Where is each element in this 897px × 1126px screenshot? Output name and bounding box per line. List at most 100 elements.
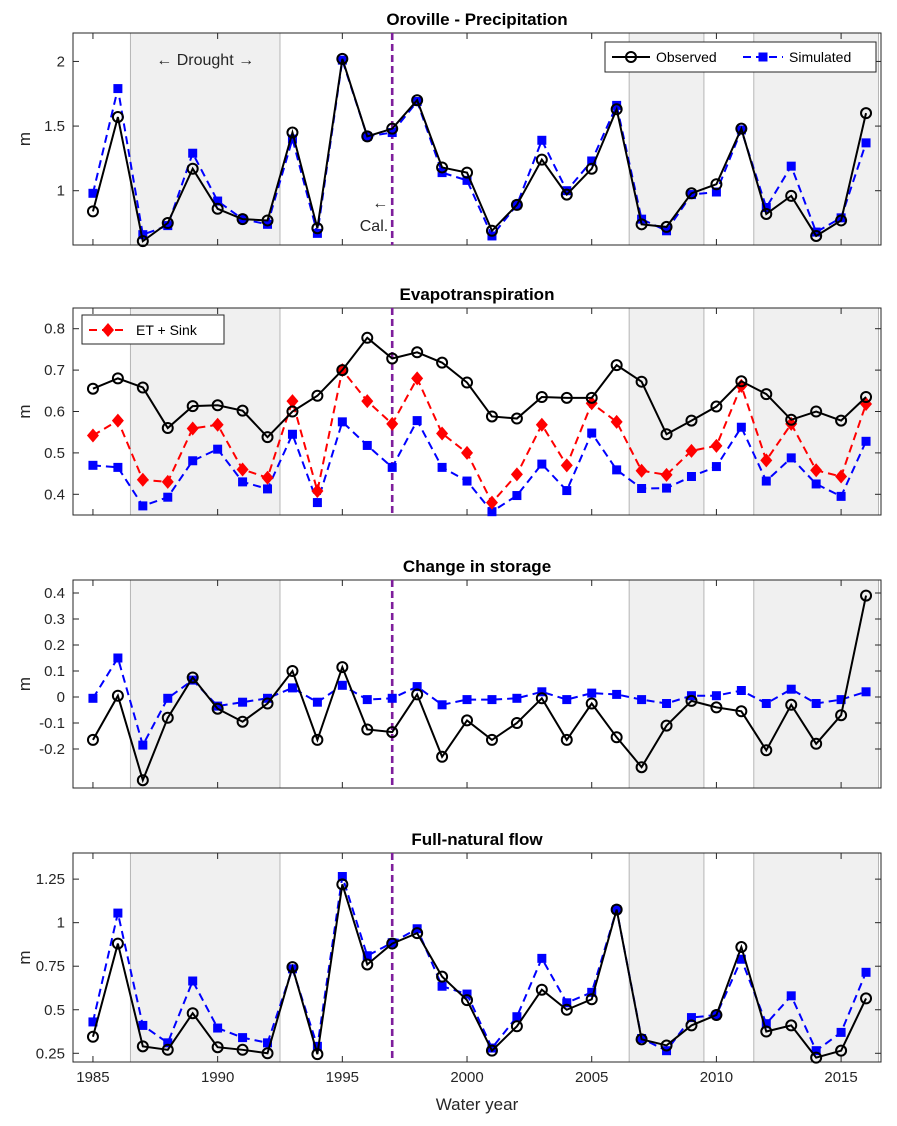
observed-point <box>286 405 299 418</box>
observed-point <box>336 364 349 377</box>
et-sink-point <box>436 426 449 441</box>
observed-point <box>361 331 374 344</box>
observed-point <box>236 404 249 417</box>
x-tick-label: 2015 <box>824 1069 857 1086</box>
observed-point <box>835 414 848 427</box>
observed-point <box>136 774 149 787</box>
y-axis-label: m <box>15 132 34 146</box>
simulated-point <box>337 680 347 690</box>
et-sink-point <box>635 463 648 478</box>
y-tick-label: 0.4 <box>44 486 65 503</box>
observed-point <box>860 391 873 404</box>
simulated-point <box>711 462 721 472</box>
observed-point <box>610 903 623 916</box>
legend-observed-label: Observed <box>656 49 717 65</box>
simulated-point <box>637 695 647 705</box>
simulated-point <box>337 417 347 427</box>
et-sink-point <box>710 438 723 453</box>
simulated-point <box>213 196 223 206</box>
simulated-point <box>188 976 198 986</box>
simulated-point <box>811 699 821 708</box>
simulated-point <box>662 226 672 236</box>
x-tick-label: 2005 <box>575 1069 608 1086</box>
et-sink-point <box>161 474 174 489</box>
observed-point <box>510 1020 523 1033</box>
observed-point <box>810 1051 823 1064</box>
simulated-point <box>213 444 223 454</box>
legend-box <box>604 41 877 73</box>
observed-point <box>785 1019 798 1032</box>
simulated-point <box>188 456 198 466</box>
observed-point <box>161 217 174 230</box>
observed-point <box>436 356 449 369</box>
observed-point <box>835 214 848 227</box>
observed-point <box>211 1041 224 1054</box>
et-sink-point <box>86 428 99 443</box>
simulated-point <box>238 697 248 707</box>
observed-point <box>785 413 798 426</box>
simulated-point <box>786 161 796 171</box>
simulated-point <box>337 872 347 882</box>
observed-point <box>735 375 748 388</box>
observed-point <box>535 983 548 996</box>
y-tick-label: -0.1 <box>39 715 65 732</box>
simulated-point <box>537 459 547 469</box>
simulated-point <box>437 462 447 472</box>
et-sink-point <box>660 467 673 482</box>
panel-3: 0.25 0.5 0.75 1 1.25 1985 1990 1995 2000 2005 2010… <box>15 830 882 1086</box>
observed-point <box>560 1003 573 1016</box>
y-axis-label: m <box>15 404 34 418</box>
observed-point <box>436 161 449 174</box>
simulated-point <box>287 134 297 144</box>
y-tick-label: -0.2 <box>39 741 65 758</box>
observed-point <box>810 737 823 750</box>
simulated-point <box>412 416 422 426</box>
simulated-point <box>138 740 148 750</box>
observed-point <box>361 958 374 971</box>
observed-point <box>461 994 474 1007</box>
simulated-point <box>736 686 746 695</box>
simulated-point <box>761 203 771 213</box>
simulated-point <box>512 1012 522 1022</box>
simulated-point <box>213 1023 223 1033</box>
observed-point <box>810 405 823 418</box>
y-tick-label: 0.2 <box>44 637 65 654</box>
y-tick-label: 0.3 <box>44 611 65 628</box>
observed-point <box>411 688 424 701</box>
observed-point <box>585 162 598 175</box>
observed-point <box>860 589 873 602</box>
observed-point <box>386 122 399 135</box>
observed-point <box>760 207 773 220</box>
et-sink-point <box>535 417 548 432</box>
drought-shade <box>753 852 879 1063</box>
simulated-point <box>562 998 572 1008</box>
simulated-point <box>312 697 322 707</box>
observed-point <box>610 103 623 116</box>
observed-point <box>86 382 99 395</box>
observed-point <box>86 205 99 218</box>
legend-et-sink-marker <box>102 323 114 337</box>
et-sink-point <box>411 371 424 386</box>
y-tick-label: 0.25 <box>36 1045 65 1062</box>
observed-point <box>311 389 324 402</box>
observed-point <box>261 697 274 710</box>
legend-observed-marker <box>625 51 637 63</box>
simulated-point <box>113 653 123 663</box>
drought-shade <box>129 32 281 246</box>
simulated-point <box>861 436 871 446</box>
observed-point <box>86 733 99 746</box>
et-sink-point <box>211 417 224 432</box>
simulated-point <box>786 453 796 463</box>
observed-point <box>286 961 299 974</box>
observed-point <box>660 428 673 441</box>
observed-point <box>186 671 199 684</box>
observed-point <box>635 218 648 231</box>
observed-point <box>560 188 573 201</box>
simulated-point <box>637 484 647 494</box>
drought-shade <box>753 579 879 789</box>
y-tick-label: 0.1 <box>44 663 65 680</box>
y-tick-label: 1 <box>57 915 65 932</box>
simulated-point <box>387 462 397 472</box>
observed-point <box>386 937 399 950</box>
drought-shade <box>129 852 281 1063</box>
